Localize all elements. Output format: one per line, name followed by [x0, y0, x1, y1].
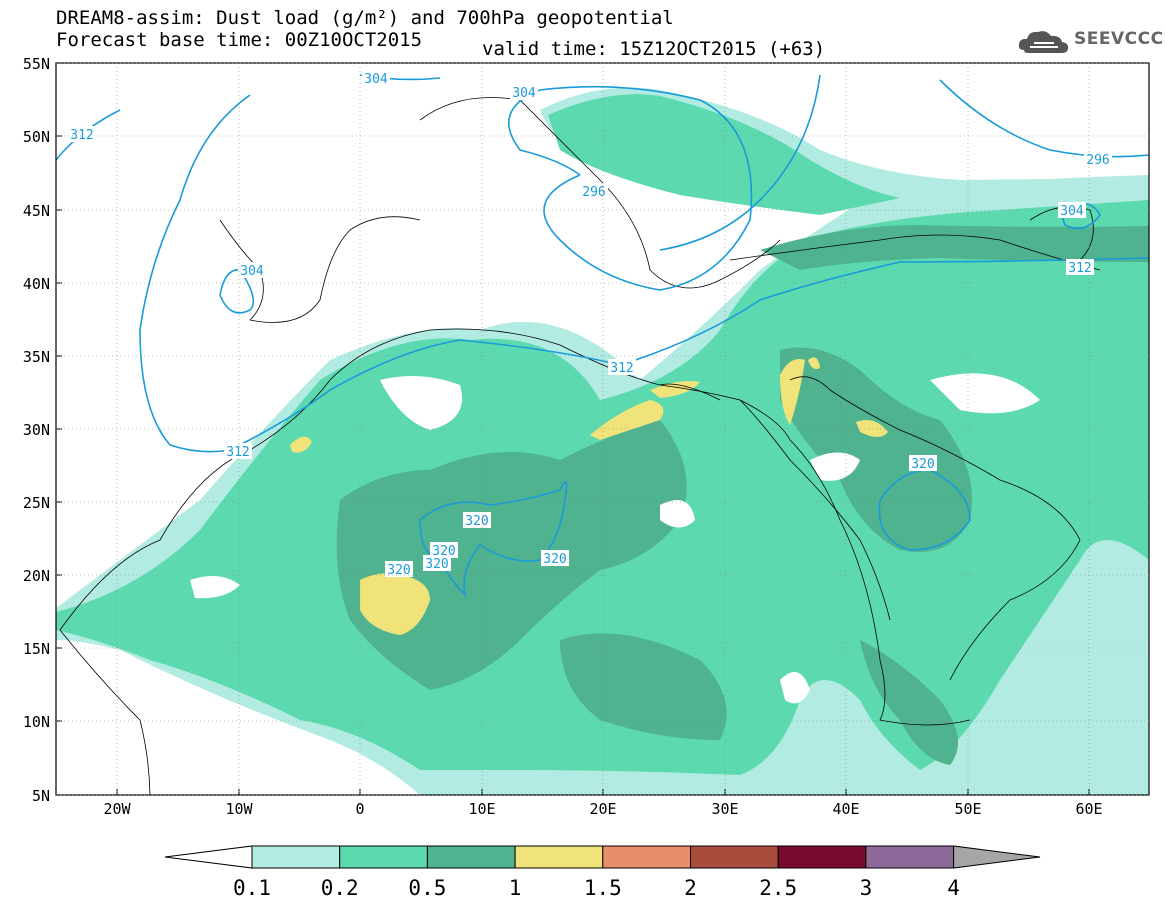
lat-tick-label: 50N	[23, 128, 50, 146]
lat-tick-label: 55N	[23, 55, 50, 73]
longitude-axis: 20W 10W 0 10E 20E 30E 40E 50E 60E	[103, 63, 1103, 818]
colorbar-label: 1.5	[584, 876, 622, 900]
colorbar-swatch	[339, 845, 428, 869]
lon-tick-label: 10E	[468, 800, 495, 818]
contour-label-bg	[224, 443, 252, 459]
colorbar: 0.1 0.2 0.5 1 1.5 2 2.5 3 4	[164, 845, 1041, 900]
lat-tick-label: 45N	[23, 202, 50, 220]
contour-label: 320	[387, 563, 410, 578]
lon-tick-label: 40E	[832, 800, 859, 818]
lon-tick-label: 10W	[225, 800, 253, 818]
colorbar-label: 0.2	[321, 876, 359, 900]
colorbar-swatch	[690, 845, 779, 869]
colorbar-swatch	[514, 845, 604, 869]
contour-label: 304	[512, 86, 536, 101]
lat-tick-label: 15N	[23, 640, 50, 658]
contour-label-bg	[362, 70, 390, 86]
contour-label-bg	[238, 262, 266, 278]
colorbar-label: 0.1	[233, 876, 271, 900]
valid-time: valid time: 15Z12OCT2015 (+63)	[482, 38, 826, 60]
colorbar-label: 2.5	[759, 876, 797, 900]
colorbar-swatch	[251, 845, 341, 869]
colorbar-swatch	[777, 845, 867, 869]
lat-tick-label: 5N	[32, 787, 50, 805]
contour-label: 320	[465, 514, 488, 529]
contour-label: 312	[610, 361, 633, 376]
latitude-axis: 55N 50N 45N 40N 35N 30N 25N 20N 15N 10N 5N	[23, 55, 1149, 805]
lon-tick-label: 60E	[1075, 800, 1102, 818]
colorbar-swatch	[602, 845, 691, 869]
cloud-logo-icon	[1018, 31, 1069, 53]
colorbar-label: 2	[684, 876, 697, 900]
contour-labels: 312 304 304 296 296 304 312 304 312 312 320 320 320 3…	[68, 70, 1112, 578]
contour-label-bg	[909, 455, 937, 471]
lat-tick-label: 40N	[23, 275, 50, 293]
contour-label: 304	[364, 72, 388, 87]
map-title: DREAM8-assim: Dust load (g/m²) and 700hP…	[56, 7, 674, 29]
lon-tick-label: 50E	[954, 800, 981, 818]
colorbar-low-arrow	[164, 845, 253, 869]
contour-label-bg	[430, 542, 458, 558]
contour-label: 304	[240, 264, 264, 279]
lat-tick-label: 20N	[23, 567, 50, 585]
lon-tick-label: 0	[355, 800, 364, 818]
lat-tick-label: 10N	[23, 713, 50, 731]
geopotential-contours	[56, 74, 1149, 598]
colorbar-high-arrow	[953, 845, 1041, 869]
contour-label: 304	[1060, 204, 1084, 219]
contour-label-bg	[608, 359, 636, 375]
colorbar-label: 4	[947, 876, 960, 900]
contour-label-bg	[541, 550, 569, 566]
contour-label: 296	[1086, 153, 1109, 168]
contour-label: 312	[70, 128, 93, 143]
contour-label-bg	[1066, 259, 1094, 275]
colorbar-swatch	[865, 845, 955, 869]
contour-label-bg	[580, 183, 608, 199]
colorbar-label: 0.5	[408, 876, 446, 900]
contour-label-bg	[68, 126, 96, 142]
contour-label: 320	[911, 457, 934, 472]
contour-label: 320	[425, 557, 448, 572]
lat-tick-label: 35N	[23, 348, 50, 366]
contour-label-bg	[385, 561, 413, 577]
colorbar-label: 3	[860, 876, 873, 900]
colorbar-label: 1	[509, 876, 522, 900]
contour-label-bg	[1084, 151, 1112, 167]
contour-label: 320	[543, 552, 566, 567]
lat-tick-label: 30N	[23, 421, 50, 439]
forecast-base-time: Forecast base time: 00Z10OCT2015	[56, 29, 423, 51]
contour-label-bg	[463, 512, 491, 528]
contour-label: 312	[226, 445, 249, 460]
lat-tick-label: 25N	[23, 494, 50, 512]
contour-label: 296	[582, 185, 605, 200]
colorbar-swatch	[426, 845, 516, 869]
logo-text: SEEVCCC	[1074, 29, 1164, 49]
lon-tick-label: 20W	[103, 800, 131, 818]
lon-tick-label: 30E	[711, 800, 738, 818]
contour-label-bg	[510, 84, 538, 100]
lon-tick-label: 20E	[589, 800, 616, 818]
contour-label-bg	[423, 555, 451, 571]
contour-label: 312	[1068, 261, 1091, 276]
